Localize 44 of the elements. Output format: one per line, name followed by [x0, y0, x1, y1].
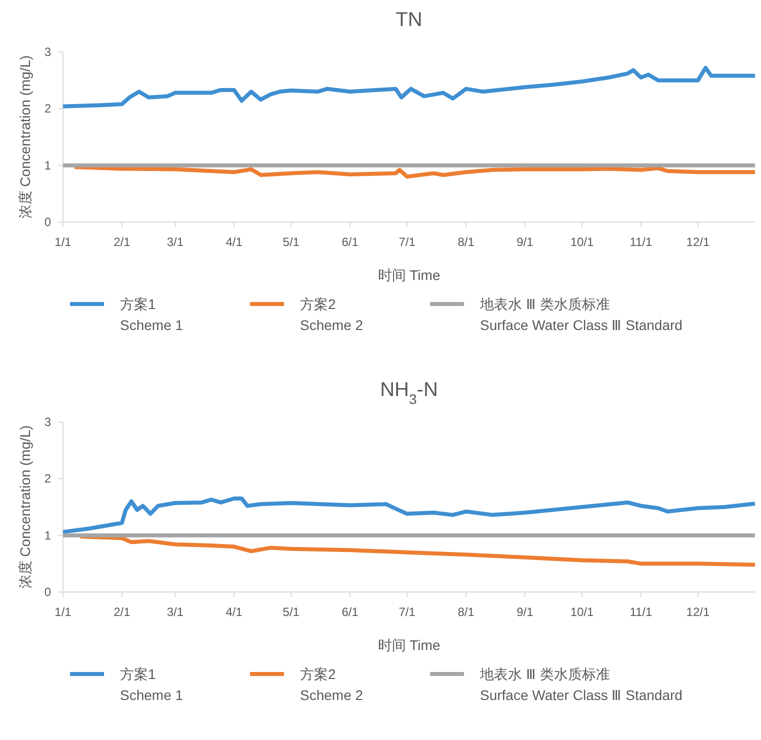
- x-tick-label: 2/1: [114, 235, 131, 249]
- legend-label: 方案2 Scheme 2: [300, 296, 364, 333]
- x-tick-label: 7/1: [398, 605, 416, 619]
- legend-label: 方案1 Scheme 1: [120, 296, 184, 333]
- x-tick-label: 9/1: [516, 235, 534, 249]
- x-tick-label: 1/1: [54, 605, 72, 619]
- x-tick-label: 2/1: [114, 605, 131, 619]
- x-tick-label: 1/1: [54, 235, 72, 249]
- x-axis-title: 时间 Time: [378, 637, 440, 653]
- x-tick-label: 11/1: [630, 605, 652, 619]
- x-tick-label: 3/1: [166, 235, 184, 249]
- x-tick-label: 5/1: [282, 605, 300, 619]
- x-tick-label: 5/1: [282, 235, 300, 249]
- x-axis-title: 时间 Time: [378, 267, 440, 283]
- x-tick-label: 7/1: [398, 235, 416, 249]
- chart-title: TN: [396, 9, 422, 31]
- y-tick-label: 2: [44, 472, 52, 486]
- x-tick-label: 8/1: [458, 605, 475, 619]
- legend-label: 地表水 Ⅲ 类水质标准 Surface Water Class Ⅲ Standard: [479, 666, 682, 703]
- x-tick-label: 9/1: [516, 605, 534, 619]
- x-tick-label: 8/1: [458, 235, 475, 249]
- x-tick-label: 3/1: [166, 605, 184, 619]
- legend-label: 方案1 Scheme 1: [120, 666, 184, 703]
- x-tick-label: 6/1: [342, 605, 359, 619]
- x-tick-label: 12/1: [686, 235, 710, 249]
- y-tick-label: 1: [44, 158, 52, 172]
- y-tick-label: 3: [44, 415, 52, 429]
- y-tick-label: 0: [44, 215, 52, 229]
- legend-label: 方案2 Scheme 2: [300, 666, 364, 703]
- chart-title: NH$_{3}$-N: [380, 379, 438, 407]
- y-tick-label: 2: [44, 102, 52, 116]
- y-tick-label: 0: [44, 585, 52, 599]
- x-tick-label: 6/1: [342, 235, 359, 249]
- y-axis-title: 浓度 Concentration (mg/L): [17, 55, 33, 219]
- y-tick-label: 1: [44, 528, 52, 542]
- x-tick-label: 10/1: [570, 605, 594, 619]
- x-tick-label: 11/1: [630, 235, 652, 249]
- y-tick-label: 3: [44, 45, 52, 59]
- x-tick-label: 4/1: [226, 235, 243, 249]
- x-tick-label: 12/1: [686, 605, 710, 619]
- x-tick-label: 4/1: [226, 605, 243, 619]
- y-axis-title: 浓度 Concentration (mg/L): [17, 425, 33, 589]
- legend-label: 地表水 Ⅲ 类水质标准 Surface Water Class Ⅲ Standard: [479, 296, 682, 333]
- x-tick-label: 10/1: [570, 235, 594, 249]
